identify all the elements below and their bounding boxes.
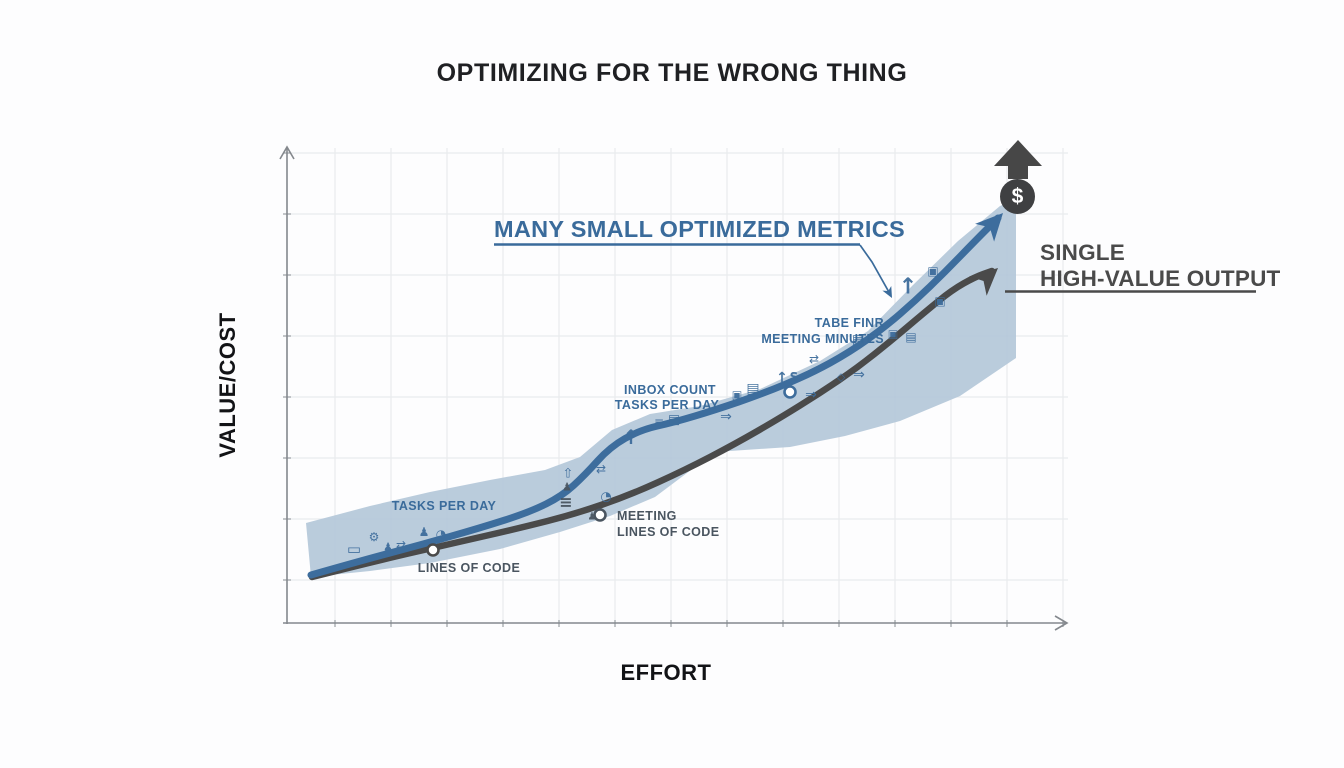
- curve-many-small-optimized-metrics: [307, 214, 1002, 579]
- person-icon: ♟: [383, 541, 393, 554]
- label-pointer-arrow-icon: [882, 285, 892, 298]
- meeting-minutes-label: MEETING MINUTES: [761, 332, 884, 346]
- inbox-count-label: INBOX COUNT: [624, 383, 716, 397]
- x-axis-arrow-icon: [1054, 615, 1069, 631]
- swap-arrows-icon: ⇄: [809, 352, 819, 366]
- doc-icon: ▤: [905, 330, 916, 344]
- diamond-icon: ◇: [837, 371, 846, 384]
- doc-icon: ▤: [668, 413, 680, 428]
- doc-icon: ▤: [852, 333, 864, 348]
- list-icon: ≡: [654, 415, 664, 429]
- big-up-arrow-icon: [994, 140, 1042, 179]
- badge-icon: ▣: [934, 294, 945, 308]
- series-label-single-output-line1: SINGLE: [1040, 240, 1125, 265]
- y-axis-label: VALUE/COST: [215, 312, 240, 458]
- dollar-badge: $: [1000, 179, 1035, 214]
- dollar-icon: $: [1011, 184, 1024, 208]
- dollar-letter-icon: S: [790, 370, 799, 384]
- metrics-band: [306, 199, 1016, 577]
- person-icon: ♟: [562, 481, 572, 494]
- up-arrow-icon: ↑: [776, 370, 788, 386]
- person-icon: ♟: [419, 525, 430, 539]
- badge-icon: ▣: [927, 264, 938, 278]
- tabe-finr-label: TABE FINR: [814, 316, 884, 330]
- clock-icon: ◔: [600, 490, 611, 505]
- node-marker: [783, 385, 797, 399]
- right-arrow-icon: ⇒: [805, 387, 817, 403]
- laptop-icon: ▭: [347, 540, 361, 558]
- lines-of-code-1-label: LINES OF CODE: [417, 561, 521, 575]
- right-arrow-icon: ⇒: [720, 409, 732, 425]
- tasks-per-day-1-label: TASKS PER DAY: [391, 499, 497, 513]
- meeting-label: MEETING: [617, 509, 677, 523]
- node-marker: [593, 508, 607, 522]
- clipboard-icon: ▤: [746, 381, 759, 397]
- label-pointer-line: [859, 244, 891, 295]
- curve-arrowhead-icon: [975, 213, 1003, 242]
- person-icon: ♟: [588, 512, 597, 523]
- lines-of-code-2-label: LINES OF CODE: [617, 525, 720, 539]
- series-label-many-metrics: MANY SMALL OPTIMIZED METRICS: [494, 216, 905, 242]
- up-arrow-icon: ↑: [623, 425, 640, 449]
- gear-icon: ⚙: [369, 530, 380, 544]
- chart-title: OPTIMIZING FOR THE WRONG THING: [436, 59, 908, 87]
- x-axis-label: EFFORT: [620, 660, 712, 685]
- series-label-single-output: SINGLE HIGH-VALUE OUTPUT: [1040, 240, 1280, 292]
- curve-single-high-value-output: [308, 267, 996, 581]
- upload-icon: ⇧: [563, 467, 574, 482]
- series-label-single-output-line2: HIGH-VALUE OUTPUT: [1040, 266, 1281, 291]
- up-arrow-icon: ↑: [899, 275, 917, 300]
- node-marker: [426, 543, 440, 557]
- swap-arrows-icon: ⇄: [596, 462, 606, 476]
- tasks-per-day-2-label: TASKS PER DAY: [614, 398, 720, 412]
- list-icon: ≡: [559, 493, 572, 512]
- right-arrow-icon: ⇒: [853, 367, 865, 383]
- badge-icon: ▣: [888, 328, 898, 341]
- y-axis-arrow-icon: [279, 145, 295, 160]
- clock-icon: ◔: [436, 527, 446, 541]
- curve-arrowhead-icon: [969, 268, 998, 296]
- badge-icon: ▣: [732, 389, 742, 402]
- swap-arrows-icon: ⇄: [396, 538, 406, 552]
